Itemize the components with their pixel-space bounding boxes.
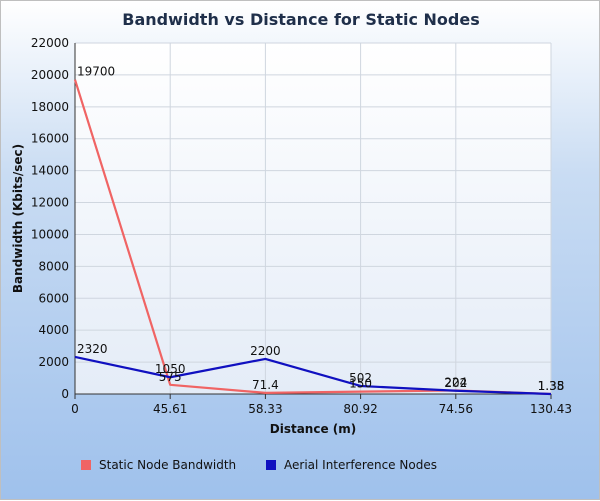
data-label: 150 <box>349 377 372 391</box>
series-line-1 <box>74 355 552 396</box>
y-tick-label: 10000 <box>31 227 69 241</box>
y-tick-label: 6000 <box>38 291 69 305</box>
legend: Static Node Bandwidth Aerial Interference… <box>81 458 437 472</box>
y-tick-label: 12000 <box>31 196 69 210</box>
data-label: 1.38 <box>538 379 565 393</box>
x-tick-label: 58.33 <box>248 402 282 416</box>
y-tick-label: 4000 <box>38 323 69 337</box>
y-tick-label: 8000 <box>38 259 69 273</box>
data-label: 502 <box>349 371 372 385</box>
y-tick-label: 20000 <box>31 68 69 82</box>
data-label: 2200 <box>250 344 281 358</box>
x-tick-label: 45.61 <box>153 402 187 416</box>
plot-area <box>75 43 551 394</box>
y-tick-label: 16000 <box>31 132 69 146</box>
y-tick-label: 0 <box>61 387 69 401</box>
x-axis-title: Distance (m) <box>270 422 357 436</box>
series-layer <box>73 79 552 396</box>
legend-swatch <box>81 460 91 470</box>
data-labels: 19700 575 71.4 150 224 1.35 2320 1050 2200 502 202… <box>77 65 564 393</box>
data-label: 202 <box>444 376 467 390</box>
chart-title: Bandwidth vs Distance for Static Nodes <box>122 10 480 29</box>
data-label: 2320 <box>77 342 108 356</box>
data-label: 1050 <box>155 362 186 376</box>
legend-label: Static Node Bandwidth <box>99 458 236 472</box>
data-label: 71.4 <box>252 378 279 392</box>
data-label: 1.35 <box>538 379 565 393</box>
data-label: 224 <box>444 375 467 389</box>
y-tick-label: 22000 <box>31 36 69 50</box>
y-tick-label: 14000 <box>31 164 69 178</box>
x-tick-label: 80.92 <box>343 402 377 416</box>
y-axis-title: Bandwidth (Kbits/sec) <box>11 144 25 293</box>
axes: 0 2000 4000 6000 8000 10000 12000 14000 16000 180… <box>31 36 572 416</box>
legend-label: Aerial Interference Nodes <box>284 458 437 472</box>
x-tick-label: 74.56 <box>439 402 473 416</box>
data-label: 575 <box>159 370 182 384</box>
data-label: 19700 <box>77 65 115 79</box>
y-tick-label: 2000 <box>38 355 69 369</box>
legend-swatch <box>266 460 276 470</box>
x-tick-label: 0 <box>71 402 79 416</box>
y-tick-label: 18000 <box>31 100 69 114</box>
x-tick-label: 130.43 <box>530 402 572 416</box>
